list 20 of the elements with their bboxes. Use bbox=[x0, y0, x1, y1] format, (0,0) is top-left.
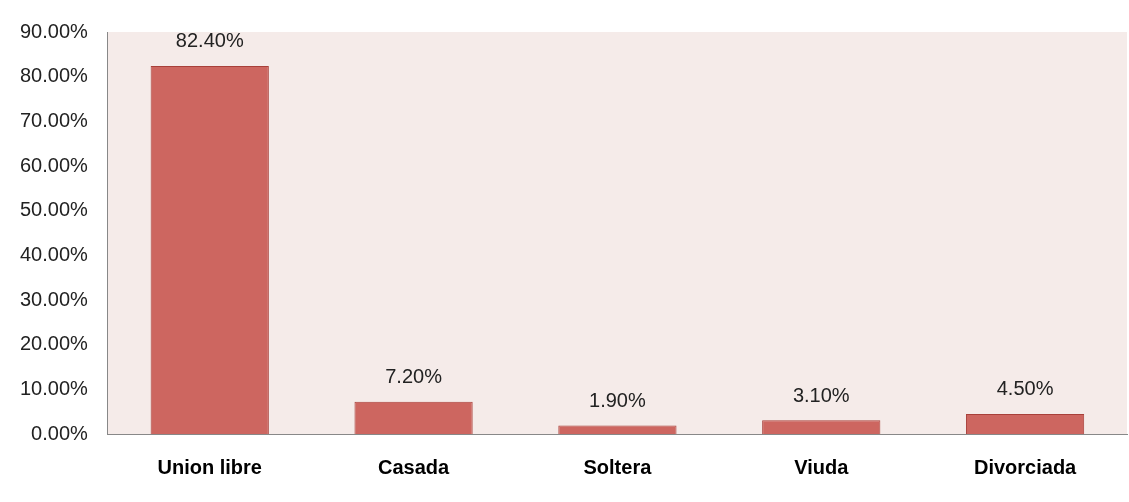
x-tick-label: Casada bbox=[378, 455, 451, 478]
x-tick-label: Soltera bbox=[583, 455, 653, 478]
y-tick-label: 10.00% bbox=[19, 376, 89, 399]
y-tick-label: 60.00% bbox=[19, 153, 89, 176]
x-tick-label: Divorciada bbox=[973, 455, 1078, 478]
y-tick-label: 80.00% bbox=[19, 64, 89, 87]
data-label: 1.90% bbox=[589, 389, 646, 412]
y-tick-label: 0.00% bbox=[31, 421, 89, 444]
y-tick-label: 50.00% bbox=[19, 198, 89, 221]
data-label: 7.20% bbox=[385, 365, 443, 388]
y-tick-label: 70.00% bbox=[19, 108, 89, 131]
y-tick-label: 20.00% bbox=[19, 332, 89, 355]
x-tick-label: Viuda bbox=[794, 455, 850, 478]
x-tick-label: Union libre bbox=[157, 455, 262, 478]
data-label: 3.10% bbox=[792, 383, 850, 406]
data-label: 82.40% bbox=[175, 29, 244, 52]
y-tick-label: 30.00% bbox=[19, 287, 89, 310]
y-tick-label: 90.00% bbox=[19, 19, 89, 42]
data-label: 4.50% bbox=[996, 377, 1054, 400]
y-tick-label: 40.00% bbox=[19, 242, 89, 265]
